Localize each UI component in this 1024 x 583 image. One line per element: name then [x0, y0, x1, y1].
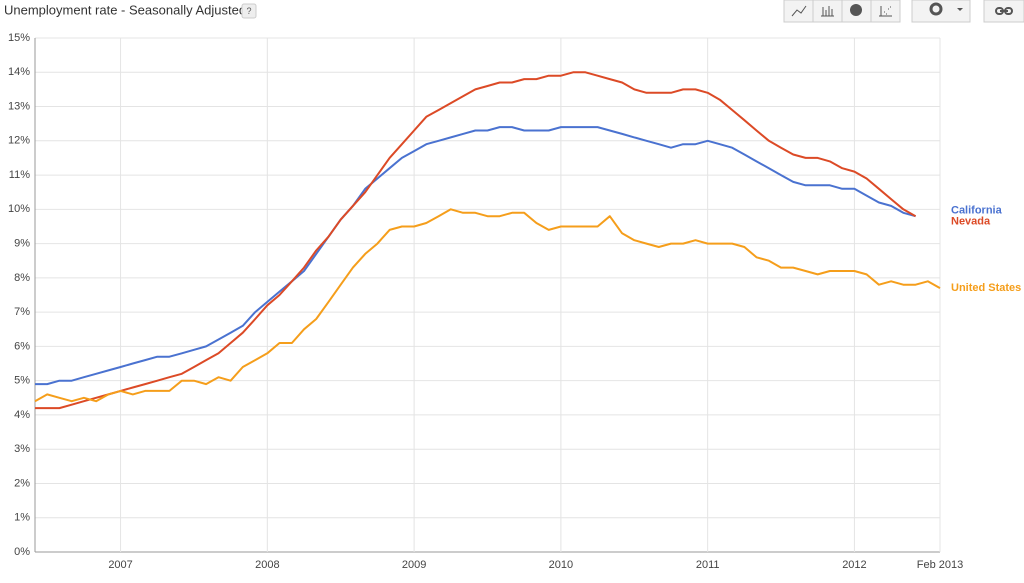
legend-label: United States: [951, 282, 1021, 294]
y-tick-label: 12%: [8, 135, 30, 147]
icon: [957, 8, 963, 11]
y-tick-label: 8%: [14, 272, 30, 284]
x-tick-label: 2011: [696, 559, 720, 571]
x-tick-label: 2012: [842, 559, 866, 571]
icon: [929, 2, 943, 16]
x-tick-label: 2008: [255, 559, 279, 571]
y-tick-label: 15%: [8, 32, 30, 44]
series-line: [35, 126, 916, 386]
x-tick-label: 2009: [402, 559, 426, 571]
help-label[interactable]: ?: [246, 6, 251, 16]
y-tick-label: 2%: [14, 477, 30, 489]
y-tick-label: 0%: [14, 546, 30, 558]
y-tick-label: 11%: [9, 169, 30, 181]
series-line: [34, 208, 941, 403]
bar-chart-button[interactable]: [812, 0, 843, 23]
y-tick-label: 3%: [14, 443, 30, 455]
y-tick-label: 7%: [14, 306, 30, 318]
y-tick-label: 14%: [8, 66, 30, 78]
legend-label: Nevada: [951, 216, 991, 228]
series-line: [35, 71, 917, 410]
y-tick-label: 10%: [8, 203, 30, 215]
icon: [850, 4, 862, 16]
legend-label: California: [951, 205, 1003, 217]
y-tick-label: 9%: [14, 238, 30, 250]
y-tick-label: 6%: [14, 340, 30, 352]
icon: [1004, 7, 1013, 15]
x-tick-label: Feb 2013: [917, 559, 963, 571]
x-tick-label: 2007: [108, 559, 132, 571]
y-tick-label: 1%: [14, 512, 30, 524]
icon: [791, 5, 807, 17]
icon: [995, 7, 1004, 15]
chart-type-toolbar: [783, 0, 1024, 23]
bubble-chart-button[interactable]: [870, 0, 901, 23]
icon: [879, 6, 892, 17]
y-tick-label: 4%: [14, 409, 30, 421]
page-title: Unemployment rate - Seasonally Adjusted: [4, 2, 246, 17]
icon: [821, 6, 834, 17]
help-button[interactable]: [241, 3, 257, 19]
y-tick-label: 5%: [14, 375, 30, 387]
y-tick-label: 13%: [8, 100, 30, 112]
x-tick-label: 2010: [549, 559, 573, 571]
